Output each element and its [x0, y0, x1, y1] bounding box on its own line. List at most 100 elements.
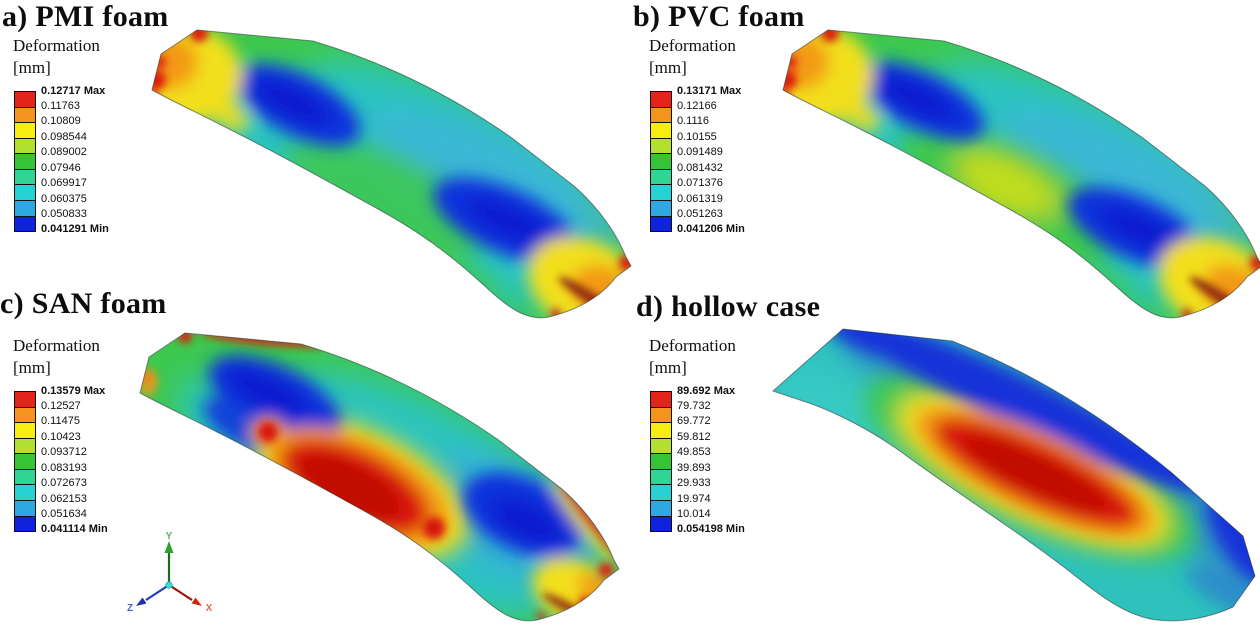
colorbar-band [15, 123, 35, 139]
colorbar-scale: 0.13171 Max 0.12166 0.1116 0.10155 0.091… [677, 84, 745, 236]
colorbar [650, 91, 672, 232]
colorbar-band [651, 407, 671, 424]
scale-label: 0.12527 [41, 399, 81, 412]
colorbar-band [651, 138, 671, 155]
scale-label: 39.893 [677, 461, 711, 474]
scale-label: 0.062153 [41, 492, 87, 505]
legend-title: Deformation [13, 336, 100, 355]
scale-label-min: 0.054198 Min [677, 523, 745, 536]
scale-label: 0.093712 [41, 446, 87, 459]
colorbar-band [15, 92, 35, 108]
contour-panel-c [140, 333, 619, 621]
colorbar-scale: 0.13579 Max 0.12527 0.11475 0.10423 0.09… [41, 384, 108, 536]
triad-label-x: X [206, 603, 213, 614]
scale-label: 0.07946 [41, 161, 81, 174]
scale-label: 0.11475 [41, 415, 80, 428]
scale-label: 0.083193 [41, 461, 87, 474]
colorbar-band [651, 216, 671, 232]
coordinate-triad: Y Z X [127, 531, 213, 614]
legend-unit: [mm] [649, 58, 687, 77]
colorbar-band [15, 407, 35, 424]
contour-panel-d [773, 329, 1255, 621]
colorbar-band [15, 169, 35, 186]
legend-panel-b: Deformation [mm] 0.13171 Max 0.12166 0.1… [649, 36, 784, 251]
scale-label-min: 0.041291 Min [41, 223, 109, 236]
scale-label: 49.853 [677, 446, 711, 459]
scale-label: 10.014 [677, 508, 711, 520]
colorbar-band [651, 485, 671, 501]
legend-title: Deformation [649, 336, 736, 355]
triad-label-z: Z [127, 603, 133, 614]
legend-unit: [mm] [649, 358, 687, 377]
y-axis-arrow [164, 541, 174, 553]
colorbar-band [15, 107, 35, 124]
scale-label: 0.069917 [41, 177, 87, 190]
colorbar-band [651, 200, 671, 217]
scale-label-max: 89.692 Max [677, 384, 736, 397]
colorbar-band [15, 423, 35, 439]
scale-label: 0.051263 [677, 208, 723, 220]
scale-label: 79.732 [677, 399, 711, 412]
colorbar-band [651, 392, 671, 408]
scale-label: 0.10423 [41, 430, 81, 443]
colorbar-band [15, 216, 35, 232]
colorbar-band [15, 154, 35, 170]
triad-origin-dot [165, 581, 173, 589]
colorbar-band [651, 438, 671, 455]
scale-label: 0.072673 [41, 477, 87, 490]
scale-label: 0.051634 [41, 508, 87, 520]
panel-b-title: b) PVC foam [633, 0, 805, 33]
panel-d-title: d) hollow case [636, 290, 821, 323]
colorbar-band [651, 423, 671, 439]
colorbar-band [15, 469, 35, 486]
colorbar-band [651, 123, 671, 139]
scale-label-min: 0.041114 Min [41, 523, 108, 536]
colorbar-band [15, 438, 35, 455]
colorbar-band [651, 107, 671, 124]
scale-label: 0.098544 [41, 130, 87, 143]
scale-label: 29.933 [677, 477, 711, 490]
colorbar [650, 391, 672, 532]
scale-label: 0.12166 [677, 99, 717, 112]
colorbar-band [651, 469, 671, 486]
legend-panel-d: Deformation [mm] 89.692 Max 79.732 69.77… [649, 336, 784, 551]
colorbar-band [15, 500, 35, 517]
colorbar-scale: 89.692 Max 79.732 69.772 59.812 49.853 3… [677, 384, 745, 536]
scale-label: 0.1116 [677, 115, 710, 128]
colorbar [14, 91, 36, 232]
colorbar-band [15, 485, 35, 501]
z-axis-arrow [136, 597, 147, 606]
legend-title: Deformation [13, 36, 100, 55]
contour-panel-b [783, 30, 1260, 318]
scale-label-max: 0.13171 Max [677, 84, 742, 97]
colorbar [14, 391, 36, 532]
colorbar-band [651, 454, 671, 470]
x-axis-arrow [191, 597, 202, 606]
scale-label-max: 0.13579 Max [41, 384, 106, 397]
scale-label: 0.10809 [41, 115, 81, 128]
colorbar-band [15, 185, 35, 201]
scale-label: 0.050833 [41, 208, 87, 220]
colorbar-band [15, 516, 35, 532]
colorbar-scale: 0.12717 Max 0.11763 0.10809 0.098544 0.0… [41, 85, 109, 236]
legend-panel-c: Deformation [mm] 0.13579 Max 0.12527 0.1… [13, 336, 148, 551]
panel-c-title: c) SAN foam [0, 287, 167, 320]
panel-a-title: a) PMI foam [2, 0, 169, 33]
legend-panel-a: Deformation [mm] 0.12717 Max 0.11763 0.1… [13, 36, 148, 251]
scale-label: 59.812 [677, 430, 711, 443]
colorbar-band [15, 454, 35, 470]
scale-label-min: 0.041206 Min [677, 223, 745, 236]
scale-label: 0.071376 [677, 177, 723, 190]
colorbar-band [15, 200, 35, 217]
contour-panel-a [152, 30, 631, 318]
colorbar-band [651, 92, 671, 108]
colorbar-band [15, 392, 35, 408]
scale-label: 0.061319 [677, 192, 723, 205]
colorbar-band [651, 169, 671, 186]
colorbar-band [651, 185, 671, 201]
legend-title: Deformation [649, 36, 736, 55]
scale-label: 0.11763 [41, 99, 80, 112]
scale-label: 19.974 [677, 492, 711, 505]
colorbar-band [651, 516, 671, 532]
colorbar-band [15, 138, 35, 155]
